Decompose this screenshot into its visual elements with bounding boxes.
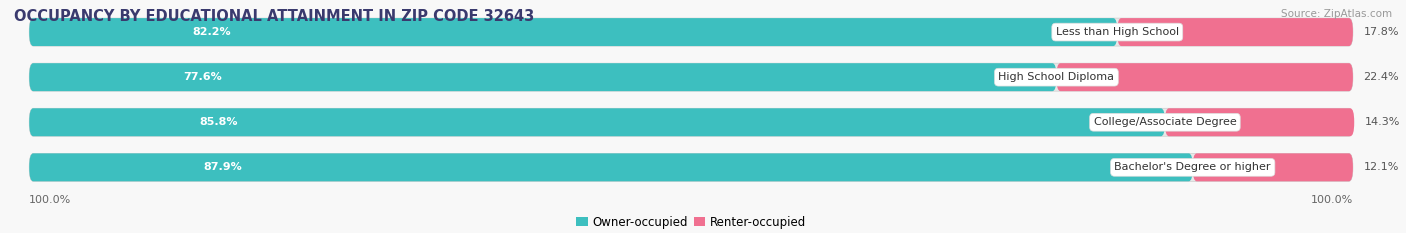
Text: 100.0%: 100.0% [1310,195,1353,205]
Text: 87.9%: 87.9% [204,162,242,172]
Text: OCCUPANCY BY EDUCATIONAL ATTAINMENT IN ZIP CODE 32643: OCCUPANCY BY EDUCATIONAL ATTAINMENT IN Z… [14,9,534,24]
Text: 14.3%: 14.3% [1365,117,1400,127]
Text: Source: ZipAtlas.com: Source: ZipAtlas.com [1281,9,1392,19]
Text: 17.8%: 17.8% [1364,27,1399,37]
FancyBboxPatch shape [30,108,1353,136]
Text: 82.2%: 82.2% [193,27,231,37]
Text: 22.4%: 22.4% [1364,72,1399,82]
Text: 77.6%: 77.6% [183,72,222,82]
Text: 85.8%: 85.8% [200,117,238,127]
FancyBboxPatch shape [30,153,1192,181]
Text: 100.0%: 100.0% [30,195,72,205]
FancyBboxPatch shape [1166,108,1354,136]
FancyBboxPatch shape [1118,18,1353,46]
Text: Less than High School: Less than High School [1056,27,1178,37]
FancyBboxPatch shape [30,63,1056,91]
Text: 12.1%: 12.1% [1364,162,1399,172]
Text: Bachelor's Degree or higher: Bachelor's Degree or higher [1115,162,1271,172]
FancyBboxPatch shape [30,63,1353,91]
FancyBboxPatch shape [30,18,1353,46]
Text: High School Diploma: High School Diploma [998,72,1115,82]
FancyBboxPatch shape [30,108,1166,136]
FancyBboxPatch shape [30,18,1118,46]
FancyBboxPatch shape [1192,153,1353,181]
FancyBboxPatch shape [1056,63,1353,91]
Legend: Owner-occupied, Renter-occupied: Owner-occupied, Renter-occupied [571,211,811,233]
FancyBboxPatch shape [30,153,1353,181]
Text: College/Associate Degree: College/Associate Degree [1094,117,1236,127]
